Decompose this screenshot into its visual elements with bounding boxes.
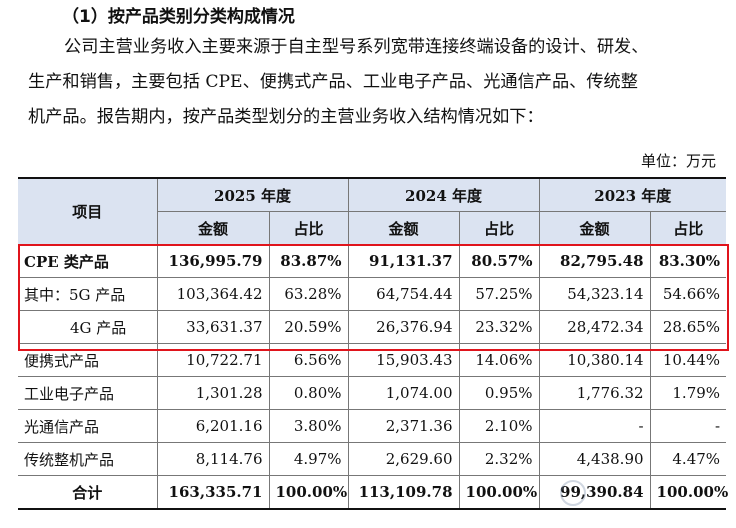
share-header: 占比 [268,211,349,245]
share-cell: - [649,409,727,443]
amount-cell: 10,380.14 [538,343,651,377]
item-header: 项目 [18,177,158,245]
share-cell: 4.97% [268,442,349,476]
share-cell: 23.32% [458,310,540,344]
share-cell: 83.87% [268,244,349,278]
row-label: CPE 类产品 [18,244,158,278]
amount-header: 金额 [347,211,460,245]
share-cell: 3.80% [268,409,349,443]
share-header: 占比 [458,211,540,245]
row-label: 4G 产品 [18,310,158,344]
amount-cell: 163,335.71 [156,475,270,510]
share-cell: 6.56% [268,343,349,377]
share-cell: 57.25% [458,277,540,311]
total-row: 合计 163,335.71 100.00% 113,109.78 100.00%… [18,475,728,510]
row-label: 传统整机产品 [18,442,158,476]
amount-cell: 64,754.44 [347,277,460,311]
amount-cell: 2,629.60 [347,442,460,476]
amount-cell: 15,903.43 [347,343,460,377]
share-cell: 100.00% [268,475,349,510]
paragraph-line: 机产品。报告期内，按产品类型划分的主营业务收入结构情况如下： [28,107,544,127]
revenue-table: 项目 2025 年度 2024 年度 2023 年度 金额 占比 金额 占比 金… [18,177,728,510]
share-cell: 28.65% [649,310,727,344]
year-header: 2024 年度 [347,177,540,212]
unit-label: 单位：万元 [640,152,716,170]
share-cell: 0.95% [458,376,540,410]
amount-header: 金额 [157,211,270,245]
amount-cell: 103,364.42 [156,277,270,311]
share-cell: 10.44% [649,343,727,377]
table-row: 4G 产品 33,631.37 20.59% 26,376.94 23.32% … [18,310,727,344]
amount-cell: 2,371.36 [347,409,460,443]
share-cell: 63.28% [268,277,349,311]
row-label: 合计 [18,475,158,510]
amount-cell: 8,114.76 [156,442,270,476]
share-cell: 100.00% [649,475,728,510]
share-cell: 14.06% [458,343,540,377]
section-heading: （1）按产品类别分类构成情况 [62,7,295,27]
amount-cell: 33,631.37 [156,310,270,344]
row-label: 光通信产品 [18,409,158,443]
table-row: 便携式产品 10,722.71 6.56% 15,903.43 14.06% 1… [18,343,727,377]
amount-cell: 1,074.00 [347,376,460,410]
share-cell: 83.30% [649,244,727,278]
amount-cell: 1,301.28 [156,376,270,410]
table-row: 工业电子产品 1,301.28 0.80% 1,074.00 0.95% 1,7… [18,376,727,410]
table-row: 其中：5G 产品 103,364.42 63.28% 64,754.44 57.… [18,277,727,311]
amount-cell: 28,472.34 [538,310,651,344]
intro-paragraph: 公司主营业务收入主要来源于自主型号系列宽带连接终端设备的设计、研发、 生产和销售… [28,30,728,135]
row-label: 便携式产品 [18,343,158,377]
amount-cell: 54,323.14 [538,277,651,311]
amount-cell: 99,390.84 [538,475,651,510]
amount-cell: 136,995.79 [156,244,270,278]
row-label: 其中：5G 产品 [18,277,158,311]
amount-cell: 1,776.32 [538,376,651,410]
amount-cell: 26,376.94 [347,310,460,344]
share-cell: 100.00% [458,475,540,510]
share-cell: 20.59% [268,310,349,344]
amount-cell: 4,438.90 [538,442,651,476]
table-row: CPE 类产品 136,995.79 83.87% 91,131.37 80.5… [18,244,727,278]
watermark-icon [560,480,586,506]
table-row: 传统整机产品 8,114.76 4.97% 2,629.60 2.32% 4,4… [18,442,727,476]
share-header: 占比 [649,211,727,245]
share-cell: 54.66% [649,277,727,311]
share-cell: 80.57% [458,244,540,278]
share-cell: 2.32% [458,442,540,476]
amount-cell: 6,201.16 [156,409,270,443]
year-header: 2023 年度 [538,177,727,212]
amount-cell: 113,109.78 [347,475,460,510]
share-cell: 4.47% [649,442,727,476]
row-label: 工业电子产品 [18,376,158,410]
amount-cell: 10,722.71 [156,343,270,377]
amount-cell: 91,131.37 [347,244,460,278]
paragraph-line: 公司主营业务收入主要来源于自主型号系列宽带连接终端设备的设计、研发、 [64,37,649,57]
amount-header: 金额 [538,211,651,245]
year-header: 2025 年度 [156,177,349,212]
share-cell: 0.80% [268,376,349,410]
paragraph-line: 生产和销售，主要包括 CPE、便携式产品、工业电子产品、光通信产品、传统整 [28,72,638,92]
share-cell: 2.10% [458,409,540,443]
share-cell: 1.79% [649,376,727,410]
amount-cell: - [538,409,651,443]
amount-cell: 82,795.48 [538,244,651,278]
table-row: 光通信产品 6,201.16 3.80% 2,371.36 2.10% - - [18,409,727,443]
watermark-logo [560,478,590,506]
